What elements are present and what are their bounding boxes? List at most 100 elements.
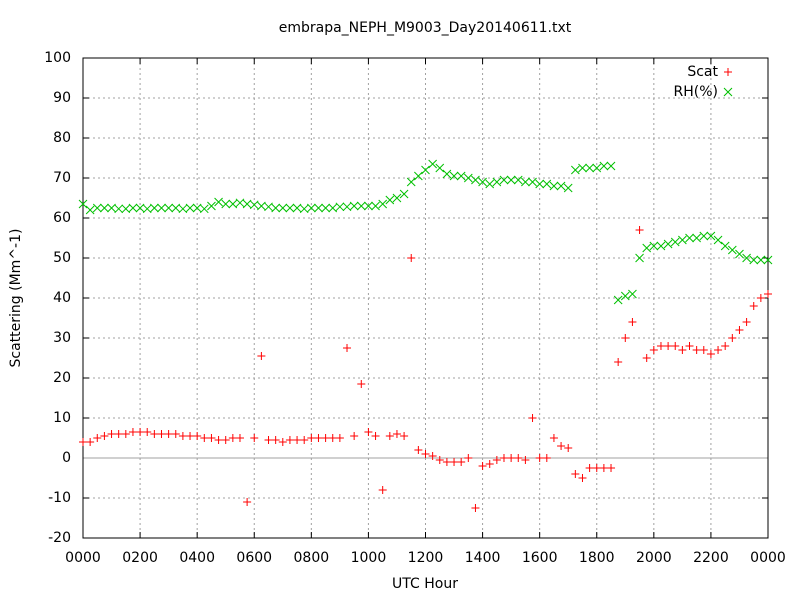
point bbox=[735, 249, 744, 259]
point bbox=[521, 456, 530, 464]
point bbox=[521, 177, 530, 187]
point bbox=[271, 436, 280, 444]
point bbox=[114, 430, 123, 438]
point bbox=[157, 430, 166, 438]
point bbox=[271, 203, 281, 213]
point bbox=[364, 201, 373, 211]
point bbox=[606, 161, 616, 171]
point bbox=[121, 204, 131, 214]
point bbox=[100, 203, 109, 213]
point bbox=[278, 203, 288, 213]
point bbox=[450, 458, 459, 466]
legend-label: Scat bbox=[687, 64, 718, 80]
point bbox=[435, 163, 445, 173]
point bbox=[727, 245, 737, 255]
x-tick-label: 1200 bbox=[408, 550, 444, 566]
chart-title: embrapa_NEPH_M9003_Day20140611.txt bbox=[279, 20, 572, 36]
x-tick-label: 1600 bbox=[522, 550, 558, 566]
point bbox=[713, 235, 723, 245]
point bbox=[499, 454, 508, 462]
point bbox=[664, 342, 673, 350]
point bbox=[357, 380, 366, 388]
point bbox=[607, 464, 616, 472]
point bbox=[692, 346, 701, 354]
point bbox=[135, 203, 145, 213]
point bbox=[307, 434, 316, 442]
y-tick-label: 100 bbox=[44, 50, 71, 66]
point bbox=[321, 203, 330, 213]
point bbox=[264, 202, 273, 212]
point bbox=[235, 434, 244, 442]
point bbox=[670, 237, 680, 247]
point bbox=[192, 203, 202, 213]
point bbox=[485, 179, 495, 189]
point bbox=[599, 464, 608, 472]
point bbox=[699, 231, 709, 241]
x-tick-label: 0000 bbox=[750, 550, 786, 566]
point bbox=[371, 201, 380, 211]
point bbox=[285, 203, 295, 213]
y-tick-label: 90 bbox=[53, 90, 71, 106]
point bbox=[642, 354, 651, 362]
point bbox=[685, 342, 694, 350]
point bbox=[228, 434, 237, 442]
point bbox=[478, 462, 487, 470]
point bbox=[406, 177, 416, 187]
point bbox=[150, 203, 159, 213]
point bbox=[449, 171, 459, 181]
point bbox=[442, 169, 452, 179]
point bbox=[685, 233, 694, 243]
point bbox=[457, 458, 466, 466]
point bbox=[706, 350, 715, 358]
point bbox=[528, 414, 537, 422]
point bbox=[513, 175, 523, 185]
point bbox=[414, 446, 423, 454]
point bbox=[235, 198, 245, 208]
point bbox=[407, 254, 416, 262]
y-tick-label: 50 bbox=[53, 250, 71, 266]
point bbox=[178, 204, 188, 214]
point bbox=[720, 241, 730, 251]
point bbox=[114, 204, 124, 214]
point bbox=[749, 302, 758, 310]
point bbox=[285, 436, 294, 444]
point bbox=[278, 438, 287, 446]
point bbox=[649, 241, 659, 251]
point bbox=[585, 163, 594, 173]
point bbox=[78, 199, 88, 209]
point bbox=[257, 201, 266, 211]
point bbox=[535, 454, 544, 462]
point bbox=[456, 171, 466, 181]
point bbox=[128, 428, 137, 436]
point bbox=[243, 498, 252, 506]
point bbox=[121, 430, 130, 438]
point bbox=[399, 189, 409, 199]
point bbox=[721, 342, 730, 350]
point bbox=[478, 177, 487, 187]
point bbox=[200, 434, 209, 442]
point bbox=[292, 203, 302, 213]
point bbox=[678, 346, 687, 354]
point bbox=[756, 255, 766, 265]
point bbox=[578, 163, 587, 173]
point bbox=[250, 434, 259, 442]
point bbox=[228, 199, 238, 209]
y-axis-label: Scattering (Mm^-1) bbox=[8, 229, 24, 368]
point bbox=[435, 456, 444, 464]
point bbox=[207, 201, 216, 211]
point bbox=[185, 203, 195, 213]
point bbox=[128, 203, 138, 213]
point bbox=[79, 438, 87, 446]
point bbox=[471, 175, 480, 185]
point bbox=[635, 253, 644, 263]
point bbox=[193, 432, 202, 440]
point bbox=[563, 183, 573, 193]
x-tick-label: 1400 bbox=[465, 550, 501, 566]
point bbox=[221, 436, 230, 444]
point bbox=[656, 241, 666, 251]
point bbox=[100, 432, 109, 440]
point bbox=[428, 159, 437, 169]
x-axis-label: UTC Hour bbox=[392, 576, 458, 592]
point bbox=[464, 454, 473, 462]
y-tick-label: 10 bbox=[53, 410, 71, 426]
